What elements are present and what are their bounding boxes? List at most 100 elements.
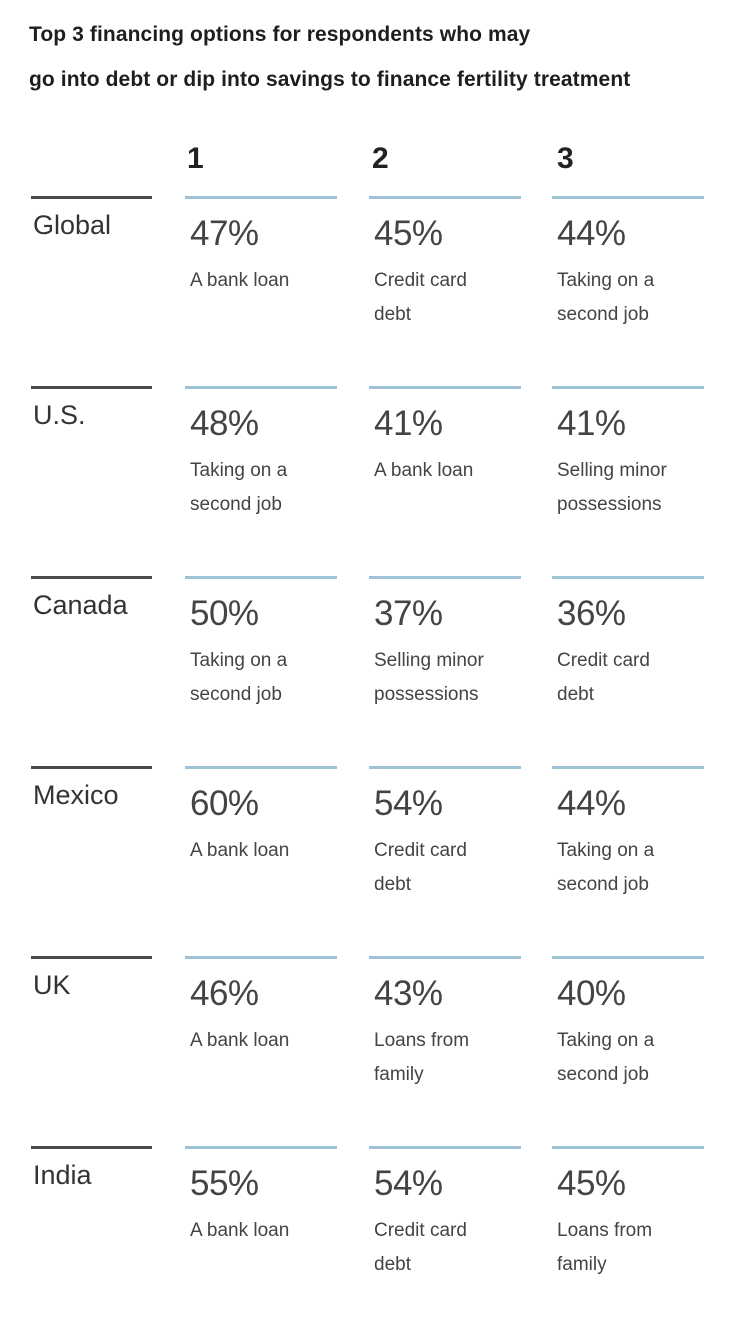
option-percentage: 37%	[374, 594, 443, 633]
column-header-1: 1	[187, 142, 204, 175]
option-label-line: Credit card	[374, 840, 467, 861]
region-name: Canada	[33, 590, 128, 620]
column-header-2: 2	[372, 142, 389, 175]
region-row: Global 47% A bank loan 45% Credit card debt 44…	[0, 196, 754, 386]
region-divider	[31, 1146, 152, 1149]
column-header-3: 3	[557, 142, 574, 175]
option-divider	[369, 576, 521, 579]
option-label-line: A bank loan	[374, 460, 474, 481]
option-label-line: Taking on a	[557, 1030, 655, 1051]
option-divider	[552, 196, 704, 199]
option-label: Selling minor possessions	[557, 454, 704, 522]
option-cell: 45% Loans from family	[552, 1146, 704, 1282]
option-percentage: 45%	[557, 1164, 626, 1203]
option-divider	[369, 196, 521, 199]
chart-title: Top 3 financing options for respondents …	[29, 12, 739, 102]
region-row: U.S. 48% Taking on a second job 41% A bank lo…	[0, 386, 754, 576]
option-cell: 54% Credit card debt	[369, 766, 521, 902]
option-cell: 54% Credit card debt	[369, 1146, 521, 1282]
option-divider	[369, 956, 521, 959]
option-label-line: family	[374, 1064, 424, 1085]
region-row: Mexico 60% A bank loan 54% Credit card debt 44…	[0, 766, 754, 956]
option-divider	[369, 386, 521, 389]
option-divider	[185, 576, 337, 579]
option-label-line: second job	[557, 874, 649, 895]
option-label-line: Loans from	[374, 1030, 470, 1051]
option-percentage: 46%	[190, 974, 259, 1013]
option-divider	[552, 386, 704, 389]
option-label-line: possessions	[374, 684, 479, 705]
region-name: Mexico	[33, 780, 119, 810]
option-label-line: Loans from	[557, 1220, 653, 1241]
option-percentage: 41%	[557, 404, 626, 443]
option-label: Credit card debt	[374, 1214, 521, 1282]
option-divider	[552, 956, 704, 959]
option-label: A bank loan	[190, 264, 337, 298]
option-label: Selling minor possessions	[374, 644, 521, 712]
option-label: Credit card debt	[374, 834, 521, 902]
option-divider	[185, 956, 337, 959]
option-percentage: 44%	[557, 784, 626, 823]
option-label-line: family	[557, 1254, 607, 1275]
option-divider	[552, 1146, 704, 1149]
option-label-line: debt	[374, 874, 411, 895]
option-label-line: debt	[557, 684, 594, 705]
region-name: Global	[33, 210, 112, 240]
option-label: A bank loan	[374, 454, 521, 488]
option-percentage: 43%	[374, 974, 443, 1013]
option-percentage: 40%	[557, 974, 626, 1013]
option-label: A bank loan	[190, 1214, 337, 1248]
option-label: Credit card debt	[374, 264, 521, 332]
option-cell: 60% A bank loan	[185, 766, 337, 868]
option-percentage: 44%	[557, 214, 626, 253]
option-cell: 48% Taking on a second job	[185, 386, 337, 522]
option-label-line: second job	[190, 494, 282, 515]
option-divider	[552, 576, 704, 579]
option-label-line: A bank loan	[190, 1030, 290, 1051]
option-label-line: Taking on a	[557, 840, 655, 861]
option-cell: 43% Loans from family	[369, 956, 521, 1092]
region-row: Canada 50% Taking on a second job 37% Selling…	[0, 576, 754, 766]
chart-title-line-2: go into debt or dip into savings to fina…	[29, 68, 631, 91]
option-label: Loans from family	[374, 1024, 521, 1092]
option-label-line: Selling minor	[557, 460, 667, 481]
option-label-line: Selling minor	[374, 650, 484, 671]
region-row: India 55% A bank loan 54% Credit card debt 45%…	[0, 1146, 754, 1336]
option-label: Credit card debt	[557, 644, 704, 712]
option-label-line: A bank loan	[190, 840, 290, 861]
region-name: India	[33, 1160, 92, 1190]
option-cell: 44% Taking on a second job	[552, 766, 704, 902]
option-cell: 47% A bank loan	[185, 196, 337, 298]
option-percentage: 41%	[374, 404, 443, 443]
option-percentage: 36%	[557, 594, 626, 633]
option-label: Taking on a second job	[557, 264, 704, 332]
option-cell: 36% Credit card debt	[552, 576, 704, 712]
option-label-line: debt	[374, 1254, 411, 1275]
region-name: U.S.	[33, 400, 86, 430]
option-label: Taking on a second job	[557, 834, 704, 902]
option-label-line: Taking on a	[557, 270, 655, 291]
option-label: Taking on a second job	[190, 644, 337, 712]
option-percentage: 54%	[374, 1164, 443, 1203]
option-label-line: Credit card	[557, 650, 650, 671]
option-percentage: 60%	[190, 784, 259, 823]
option-percentage: 45%	[374, 214, 443, 253]
option-cell: 40% Taking on a second job	[552, 956, 704, 1092]
region-divider	[31, 766, 152, 769]
option-percentage: 48%	[190, 404, 259, 443]
option-label-line: second job	[557, 1064, 649, 1085]
option-label: A bank loan	[190, 1024, 337, 1058]
region-divider	[31, 386, 152, 389]
option-percentage: 47%	[190, 214, 259, 253]
region-divider	[31, 576, 152, 579]
region-name: UK	[33, 970, 71, 1000]
option-divider	[369, 766, 521, 769]
option-label: Taking on a second job	[190, 454, 337, 522]
option-cell: 37% Selling minor possessions	[369, 576, 521, 712]
option-label-line: Taking on a	[190, 460, 288, 481]
option-label-line: possessions	[557, 494, 662, 515]
option-cell: 41% A bank loan	[369, 386, 521, 488]
option-cell: 46% A bank loan	[185, 956, 337, 1058]
option-percentage: 50%	[190, 594, 259, 633]
option-label: Taking on a second job	[557, 1024, 704, 1092]
